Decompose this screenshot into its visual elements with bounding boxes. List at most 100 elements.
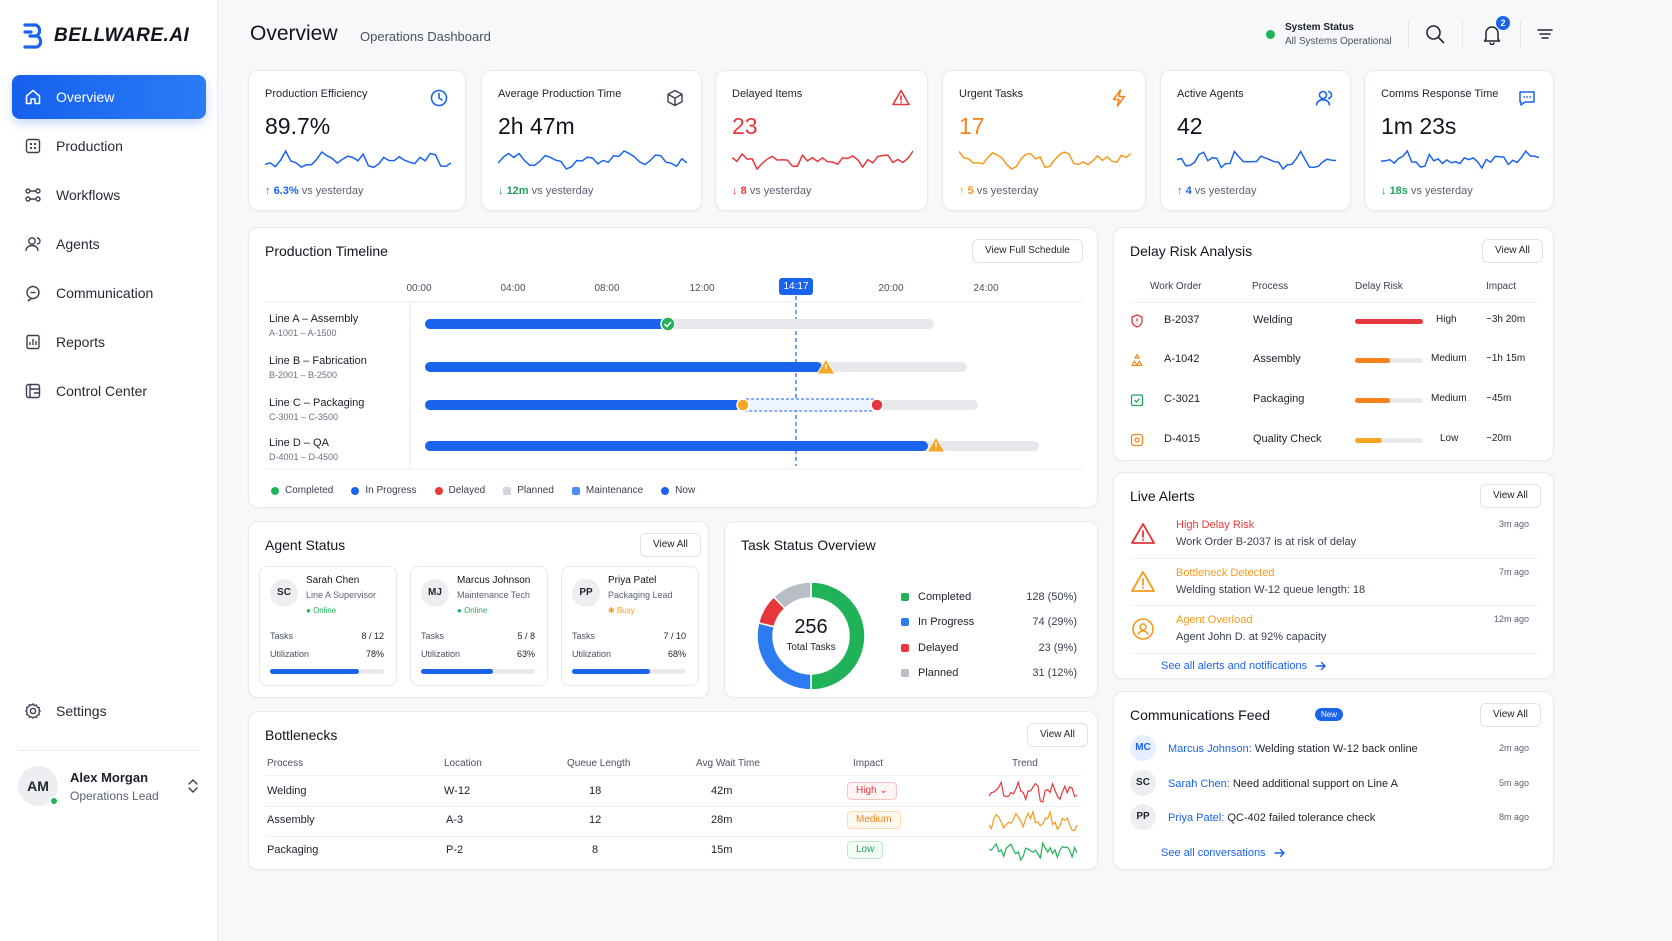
table-row[interactable]: D-4015 Quality Check Low ~20m [1130,421,1537,461]
kpi-title: Average Production Time [498,88,622,100]
new-badge: New [1315,708,1344,721]
sidebar-nav: Overview Production Workflows Agents Com… [12,75,206,418]
timeline-legend: Completed In Progress Delayed Planned Ma… [271,485,695,496]
table-row[interactable]: C-3021 Packaging Medium ~45m [1130,381,1537,421]
risk-bar [1355,319,1423,324]
view-all-agents-button[interactable]: View All [640,533,701,557]
system-status-title: System Status [1285,22,1354,33]
control-center-icon [25,383,41,399]
total-tasks-label: Total Tasks [786,642,836,653]
alert-title: High Delay Risk [1176,519,1255,531]
see-all-conversations-link[interactable]: See all conversations [1161,847,1286,859]
message-time: 8m ago [1498,812,1529,822]
kpi-card-urgent-tasks[interactable]: Urgent Tasks 17 ↑ 5 vs yesterday [942,70,1146,211]
bell-icon[interactable] [1481,23,1503,45]
agent-name: Marcus Johnson [457,575,531,586]
kpi-delta: ↓ 8 vs yesterday [732,185,812,197]
alert-description: Agent John D. at 92% capacity [1176,631,1327,643]
view-all-delay-risk-button[interactable]: View All [1482,239,1543,263]
message-item[interactable]: MC Marcus Johnson: Welding station W-12 … [1130,735,1537,763]
sidebar-item-label: Overview [56,89,115,105]
timeline-line-label: Line B – Fabrication B-2001 – B-2500 [269,355,367,380]
kpi-delta: ↓ 18s vs yesterday [1381,185,1473,197]
notification-badge: 2 [1496,16,1510,30]
sidebar-item-control-center[interactable]: Control Center [12,369,206,413]
sidebar-item-label: Reports [56,334,106,350]
table-header: Impact [1486,281,1517,292]
agent-utilization: Utilization 63% [421,649,535,659]
agent-card[interactable]: SC Sarah Chen Line A Supervisor ● Online… [259,566,397,686]
sidebar-item-label: Communication [56,285,154,301]
alert-item[interactable]: Agent Overload Agent John D. at 92% capa… [1130,614,1537,654]
box-icon [667,89,683,107]
kpi-card-delayed-items[interactable]: Delayed Items 23 ↓ 8 vs yesterday [715,70,928,211]
sidebar-item-reports[interactable]: Reports [12,320,206,364]
kpi-title: Delayed Items [732,88,803,100]
impact-badge[interactable]: Medium [847,811,901,829]
agent-card[interactable]: MJ Marcus Johnson Maintenance Tech ● Onl… [410,566,548,686]
table-row[interactable]: B-2037 Welding High ~3h 20m [1130,302,1537,342]
task-status-card: Task Status Overview 256 Total Tasks Com… [724,521,1098,698]
legend-item: Completed [271,485,333,496]
brand-logo[interactable]: BELLWARE.AI [22,22,189,50]
warning-triangle-icon [892,89,910,106]
kpi-card-average-production-time[interactable]: Average Production Time 2h 47m ↓ 12m vs … [481,70,702,211]
kpi-delta: ↑ 5 vs yesterday [959,185,1039,197]
timeline-now-marker: 14:17 [779,278,813,295]
sidebar-item-overview[interactable]: Overview [12,75,206,119]
view-all-comms-button[interactable]: View All [1480,703,1541,727]
package-icon [1130,394,1144,407]
kpi-title: Urgent Tasks [959,88,1023,100]
delay-risk-card: Delay Risk Analysis View All Work Order … [1113,227,1554,461]
timeline-tick: 20:00 [878,283,904,294]
card-title: Production Timeline [265,243,388,259]
table-divider [265,836,1081,837]
sidebar-item-communication[interactable]: Communication [12,271,206,315]
online-indicator [49,796,59,806]
sidebar-item-agents[interactable]: Agents [12,222,206,266]
chevron-up-down-icon[interactable] [186,778,200,794]
trend-sparkline [989,841,1077,862]
table-header: Delay Risk [1355,281,1403,292]
kpi-sparkline [732,150,913,171]
kpi-sparkline [498,150,687,170]
sidebar-item-production[interactable]: Production [12,124,206,168]
impact-badge[interactable]: High ⌄ [847,782,897,800]
alert-time: 7m ago [1498,567,1529,577]
user-profile[interactable]: AM Alex Morgan Operations Lead [18,766,200,806]
view-full-schedule-button[interactable]: View Full Schedule [972,239,1083,263]
view-all-bottlenecks-button[interactable]: View All [1027,723,1088,747]
alert-item[interactable]: High Delay Risk Work Order B-2037 is at … [1130,519,1537,559]
impact-badge[interactable]: Low [847,841,884,859]
timeline-line-label: Line A – Assembly A-1001 – A-1500 [269,313,359,338]
view-all-alerts-button[interactable]: View All [1480,484,1541,508]
table-header: Avg Wait Time [696,758,760,769]
alert-title: Agent Overload [1176,614,1253,626]
status-badge: ✱ Busy [608,606,635,615]
message-text: Marcus Johnson: Welding station W-12 bac… [1168,743,1418,755]
see-all-alerts-link[interactable]: See all alerts and notifications [1161,660,1327,672]
kpi-card-active-agents[interactable]: Active Agents 42 ↑ 4 vs yesterday [1160,70,1351,211]
delayed-segment [742,398,878,412]
search-icon[interactable] [1424,23,1446,45]
kpi-card-comms-response-time[interactable]: Comms Response Time 1m 23s ↓ 18s vs yest… [1364,70,1554,211]
message-item[interactable]: PP Priya Patel: QC-402 failed tolerance … [1130,804,1537,832]
kpi-card-production-efficiency[interactable]: Production Efficiency 89.7% ↑ 6.3% vs ye… [248,70,466,211]
in-progress-bar [425,400,741,410]
assembly-icon [1131,353,1143,367]
kpi-title: Comms Response Time [1381,88,1499,100]
page-title: Overview [250,22,338,45]
donut-center: 256 Total Tasks [749,574,873,698]
alert-item[interactable]: Bottleneck Detected Welding station W-12… [1130,567,1537,607]
sidebar-item-workflows[interactable]: Workflows [12,173,206,217]
sidebar: BELLWARE.AI Overview Production Workflow… [0,0,218,941]
delay-end-marker [870,398,884,412]
agent-card[interactable]: PP Priya Patel Packaging Lead ✱ Busy Tas… [561,566,699,686]
timeline-line-label: Line D – QA D-4001 – D-4500 [269,437,339,462]
filter-icon[interactable] [1534,23,1556,45]
table-row[interactable]: A-1042 Assembly Medium ~1h 15m [1130,341,1537,381]
sidebar-item-settings[interactable]: Settings [24,702,107,720]
message-item[interactable]: SC Sarah Chen: Need additional support o… [1130,770,1537,798]
risk-bar [1355,438,1423,443]
alert-time: 3m ago [1498,519,1529,529]
